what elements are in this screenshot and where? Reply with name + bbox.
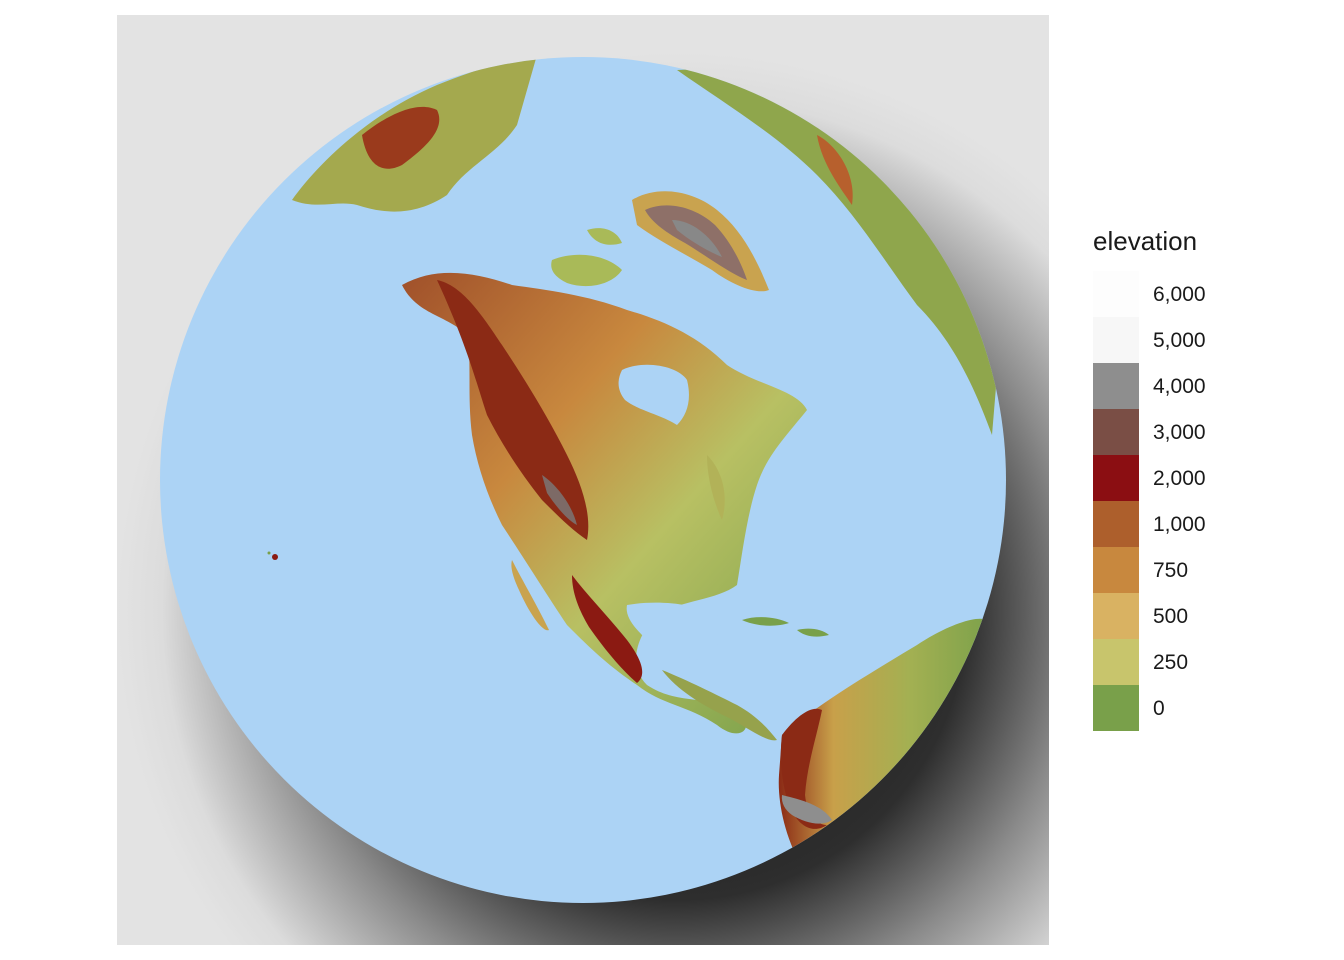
legend-item: 750: [1093, 547, 1293, 593]
landmass-arctic-islands: [551, 228, 622, 287]
landmass-scandinavia-ridge: [817, 135, 853, 205]
legend-label: 5,000: [1153, 329, 1206, 352]
legend-label: 0: [1153, 697, 1165, 720]
central-america: [662, 670, 777, 741]
sierra-madre: [572, 575, 643, 683]
legend-swatch: [1093, 271, 1139, 317]
legend-label: 1,000: [1153, 513, 1206, 536]
legend-item: 5,000: [1093, 317, 1293, 363]
appalachians: [707, 455, 725, 520]
rocky-mountains-peaks: [542, 475, 577, 525]
legend-label: 6,000: [1153, 283, 1206, 306]
legend-swatch: [1093, 455, 1139, 501]
caribbean-islands: [742, 617, 829, 637]
legend-label: 2,000: [1153, 467, 1206, 490]
landmass-siberia-highland: [362, 106, 440, 169]
legend-item: 3,000: [1093, 409, 1293, 455]
legend-item: 4,000: [1093, 363, 1293, 409]
legend-swatch: [1093, 363, 1139, 409]
globe-map: [117, 15, 1049, 945]
elevation-legend: elevation 6,000 5,000 4,000 3,000 2,000 1,000…: [1093, 226, 1293, 731]
legend-item: 0: [1093, 685, 1293, 731]
legend-swatch: [1093, 317, 1139, 363]
legend-swatch: [1093, 593, 1139, 639]
gulf-of-mexico: [626, 602, 721, 660]
legend-label: 4,000: [1153, 375, 1206, 398]
legend-item: 6,000: [1093, 271, 1293, 317]
legend-label: 250: [1153, 651, 1189, 674]
legend-label: 750: [1153, 559, 1189, 582]
altiplano: [781, 795, 832, 824]
baja-california: [511, 560, 549, 631]
legend-label: 3,000: [1153, 421, 1206, 444]
legend-title: elevation: [1093, 226, 1198, 256]
landmass-hawaii: [272, 554, 278, 560]
legend-swatch: [1093, 409, 1139, 455]
legend-item: 500: [1093, 593, 1293, 639]
legend-item: 250: [1093, 639, 1293, 685]
legend-swatch: [1093, 685, 1139, 731]
map-panel: [117, 15, 1049, 945]
legend-swatch: [1093, 639, 1139, 685]
legend-item: 1,000: [1093, 501, 1293, 547]
hudson-bay: [618, 364, 689, 425]
greenland-icecap-peak: [672, 220, 722, 257]
legend-swatch: [1093, 501, 1139, 547]
legend-item: 2,000: [1093, 455, 1293, 501]
landmass-hawaii-small: [267, 551, 271, 555]
legend-swatch: [1093, 547, 1139, 593]
legend-label: 500: [1153, 605, 1189, 628]
rocky-mountains: [437, 280, 589, 540]
legend-rows: 6,000 5,000 4,000 3,000 2,000 1,000 750 500 250 0: [1093, 271, 1293, 731]
